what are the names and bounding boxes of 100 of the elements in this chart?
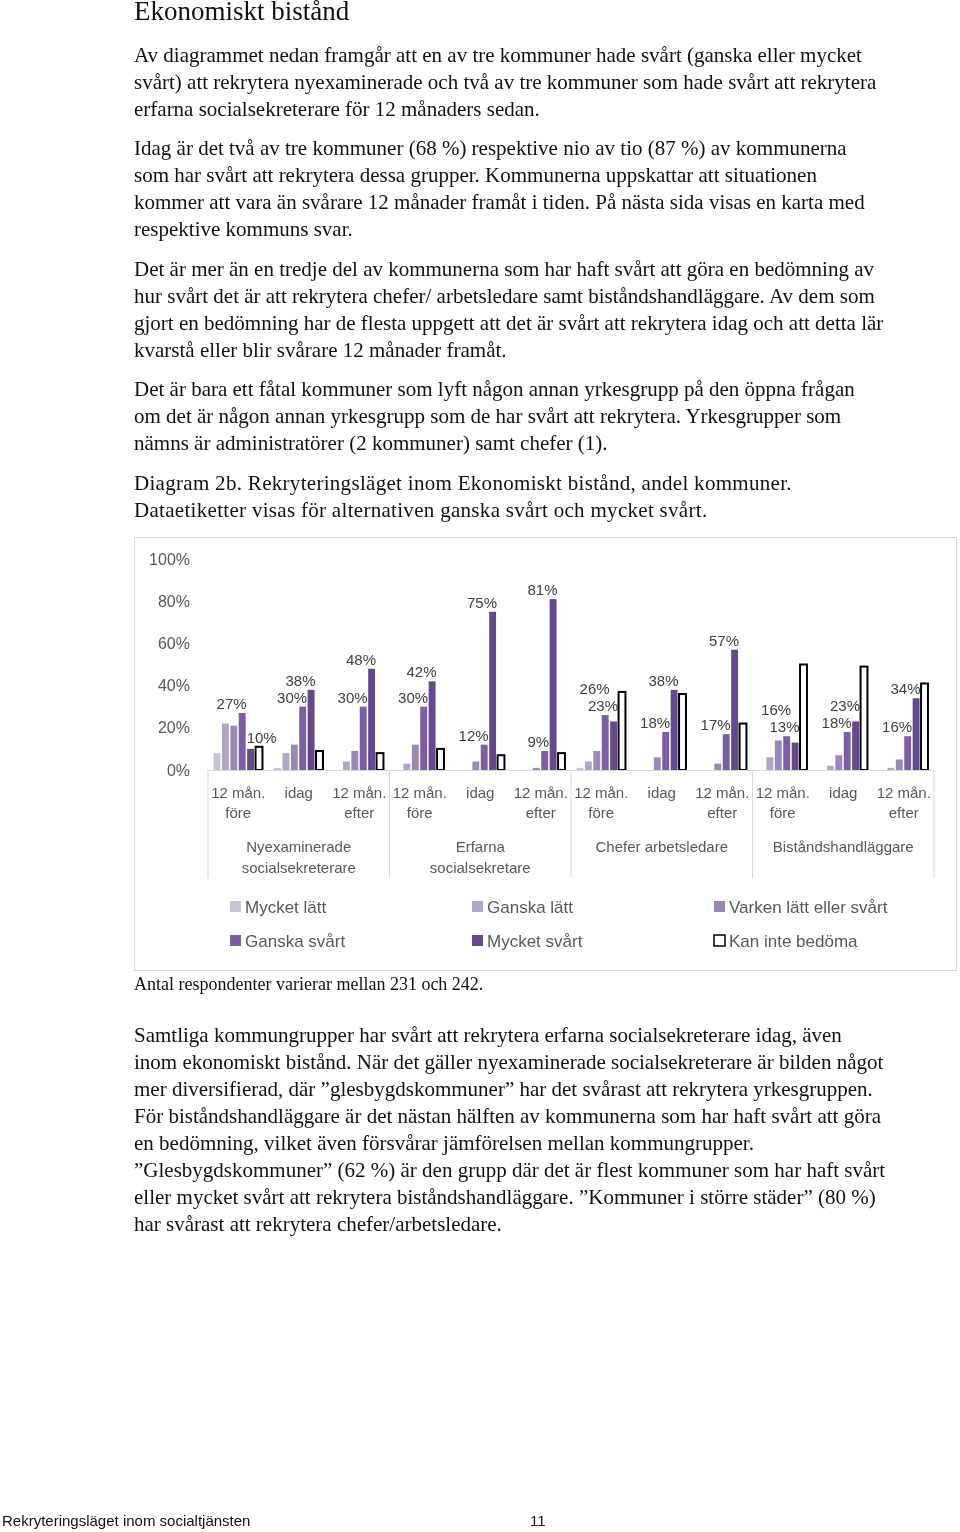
bar — [282, 753, 290, 770]
bar — [274, 767, 281, 770]
bar — [601, 715, 609, 770]
data-label: 10% — [246, 728, 277, 746]
bar — [783, 736, 791, 770]
bar — [221, 723, 229, 770]
data-label: 30% — [398, 688, 429, 706]
text: Nyexaminerade socialsekreterare — [241, 838, 356, 876]
y-tick-label: 100% — [149, 550, 190, 568]
legend-label: Varken lätt eller svårt — [729, 898, 888, 917]
legend-label: Mycket svårt — [487, 932, 583, 951]
bar — [662, 732, 670, 770]
data-label: 42% — [406, 663, 437, 681]
text: Idag är det två av tre kommuner (68 %) respektive nio av tio (87 %) av kommunerna som har svårt att rekrytera dessa grupper. Kommunerna uppskattar att situationen kommer att vara än svårare 12 månader framåt i tiden. På nästa sida visas en karta med respektive kommuns svar. — [134, 135, 866, 243]
bar — [731, 649, 739, 770]
bar — [428, 681, 436, 770]
y-tick-label: 0% — [166, 761, 190, 779]
data-label: 38% — [648, 671, 679, 689]
data-label: 30% — [277, 688, 308, 706]
bar — [532, 767, 540, 770]
bar — [359, 706, 367, 770]
x-tick-label: idag — [647, 784, 676, 801]
bar — [541, 751, 549, 770]
bar — [307, 689, 315, 770]
bar — [368, 668, 376, 770]
bar — [670, 689, 678, 770]
data-label: 30% — [337, 688, 368, 706]
bar — [895, 759, 903, 770]
data-label: 57% — [709, 631, 740, 649]
x-tick-label: 12 mån. före — [211, 784, 266, 821]
bar — [420, 706, 428, 770]
bar — [843, 732, 851, 770]
x-tick-label: idag — [829, 784, 858, 801]
bar — [791, 742, 799, 770]
legend-label: Mycket lätt — [245, 898, 327, 917]
x-tick-label: 12 mån. efter — [332, 784, 387, 821]
bar — [557, 752, 566, 771]
bar — [480, 744, 488, 770]
text: Ekonomiskt bistånd — [134, 0, 350, 27]
bar — [403, 763, 411, 770]
bar — [920, 682, 929, 771]
text: Antal respondenter varierar mellan 231 och 242. — [134, 974, 484, 995]
text: 11 — [530, 1512, 546, 1529]
x-tick-label: 12 mån. före — [755, 784, 810, 821]
y-tick-label: 20% — [157, 719, 190, 737]
bar — [593, 751, 601, 770]
bar — [912, 698, 920, 770]
bar — [714, 763, 722, 770]
bar — [722, 734, 730, 770]
data-label: 26% — [579, 680, 610, 698]
bar — [549, 599, 557, 770]
bar — [315, 750, 324, 771]
y-tick-label: 80% — [157, 592, 190, 610]
chart-title: Diagram 2b. Rekryteringsläget inom Ekonomiskt bistånd, andel kommuner. — [134, 470, 793, 497]
legend-label: Kan inte bedöma — [729, 932, 859, 951]
data-label: 13% — [769, 718, 800, 736]
data-label: 16% — [761, 701, 792, 719]
data-label: 9% — [527, 733, 550, 751]
data-label: 16% — [882, 718, 913, 736]
bar — [290, 744, 298, 770]
legend-label: Ganska svårt — [245, 932, 346, 951]
bar — [904, 736, 912, 770]
text: Biståndshandläggare — [772, 838, 914, 855]
x-tick-label: 12 mån. före — [392, 784, 447, 821]
text: Samtliga kommungrupper har svårt att rekrytera erfarna socialsekreterare idag, även inom ekonomiskt bistånd. När det gäller nyexaminerade socialsekreterare är bilden något mer diversifierad, där ”glesbygdskommuner” har det svårast att rekrytera yrkesgruppen. För biståndshandläggare är det nästan hälften av kommunerna som har haft svårt att göra en bedömning, vilket även försvårar jämförelsen mellan kommungrupper. ”Glesbygdskommuner” (62 %) är den grupp där det är flest kommuner som har haft svårt eller mycket svårt att rekrytera biståndshandläggare. ”Kommuner i större städer” (80 %) har svårast att rekrytera chefer/arbetsledare. — [134, 1022, 886, 1238]
data-label: 34% — [890, 680, 921, 698]
bar — [826, 765, 834, 770]
bar — [351, 751, 359, 770]
text: Rekryteringsläget inom socialtjänsten — [2, 1512, 251, 1529]
data-label: 17% — [700, 716, 731, 734]
x-tick-label: 12 mån. efter — [876, 784, 931, 821]
text: Det är bara ett fåtal kommuner som lyft någon annan yrkesgrupp på den öppna frågan om det är någon annan yrkesgrupp som de har svårt att rekrytera. Yrkesgrupper som nämns är administratörer (2 kommuner) samt chefer (1). — [134, 376, 856, 457]
x-tick-label: 12 mån. före — [574, 784, 629, 821]
x-tick-label: 12 mån. efter — [513, 784, 568, 821]
x-tick-label: 12 mån. efter — [695, 784, 750, 821]
data-label: 48% — [346, 650, 377, 668]
bar — [887, 767, 895, 770]
data-label: 81% — [527, 581, 558, 599]
bar — [584, 761, 592, 770]
bar — [342, 761, 350, 770]
text: Det är mer än en tredje del av kommunerna som har haft svårt att göra en bedömning av hur svårt det är att rekrytera chefer/ arbetsledare samt biståndshandläggare. Av dem som gjort en bedömning har de flesta uppgett att det är svårt att rekrytera idag och att detta lär kvarstå eller blir svårare 12 månader framåt. — [134, 256, 885, 364]
bar — [852, 721, 860, 770]
x-tick-label: idag — [466, 784, 495, 801]
text: Av diagrammet nedan framgår att en av tre kommuner hade svårt (ganska eller mycket svårt) att rekrytera nyexaminerade och två av tre kommuner som hade svårt att rekrytera erfarna socialsekreterare för 12 månaders sedan. — [134, 42, 878, 123]
y-tick-label: 40% — [157, 677, 190, 695]
bar — [230, 725, 238, 770]
bar — [472, 761, 480, 770]
text: Erfarna socialsekretare — [429, 838, 531, 876]
chart-subtitle: Dataetiketter visas för alternativen ganska svårt och mycket svårt. — [134, 497, 709, 524]
bar — [299, 706, 307, 770]
text: Chefer arbetsledare — [595, 838, 729, 855]
bar — [238, 713, 246, 770]
bar — [247, 748, 255, 770]
data-label: 38% — [285, 671, 316, 689]
data-label: 27% — [216, 695, 247, 713]
data-label: 12% — [458, 726, 489, 744]
bar — [835, 755, 843, 770]
data-label: 18% — [640, 714, 671, 732]
legend-label: Ganska lätt — [487, 898, 574, 917]
bar — [774, 740, 782, 770]
